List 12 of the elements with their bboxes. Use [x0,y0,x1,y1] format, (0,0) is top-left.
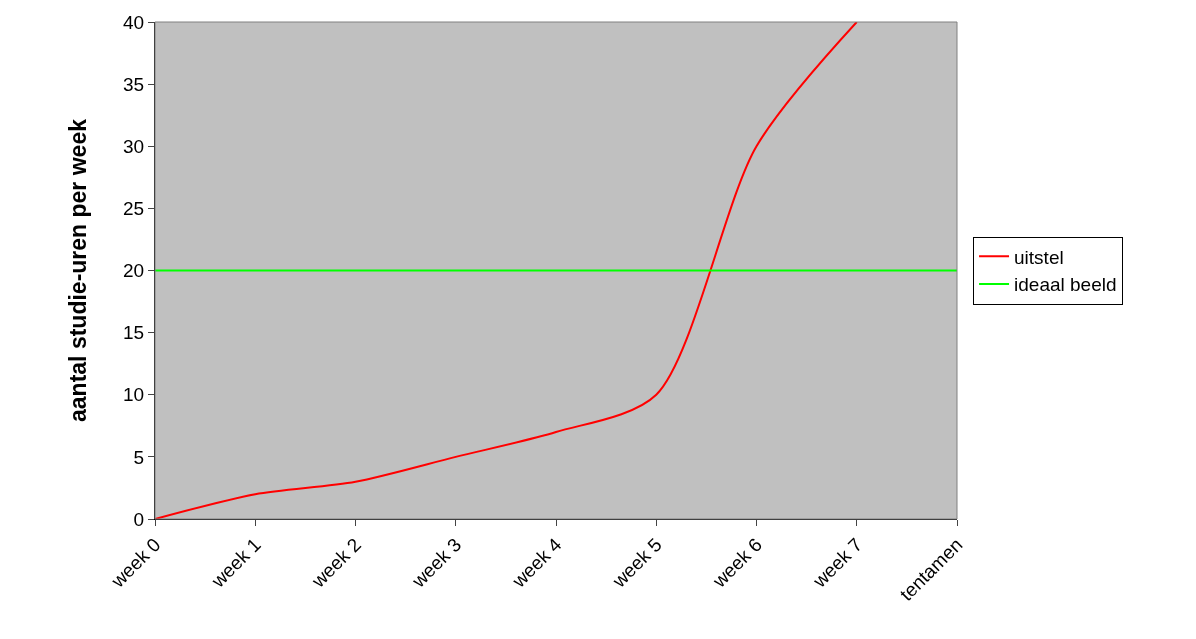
y-tick-label: 25 [123,198,145,220]
legend-label: ideaal beeld [1014,274,1117,296]
y-tick-label: 0 [133,508,145,530]
y-tick-label: 10 [123,384,145,406]
y-tick-label: 40 [123,11,145,33]
y-tick-label: 30 [123,135,145,157]
y-tick-label: 20 [123,260,145,282]
y-tick-label: 35 [123,73,145,95]
legend-label: uitstel [1014,246,1064,268]
y-axis-title: aantal studie-uren per week [64,118,91,422]
y-tick-label: 5 [133,446,145,468]
y-tick-label: 15 [123,322,145,344]
